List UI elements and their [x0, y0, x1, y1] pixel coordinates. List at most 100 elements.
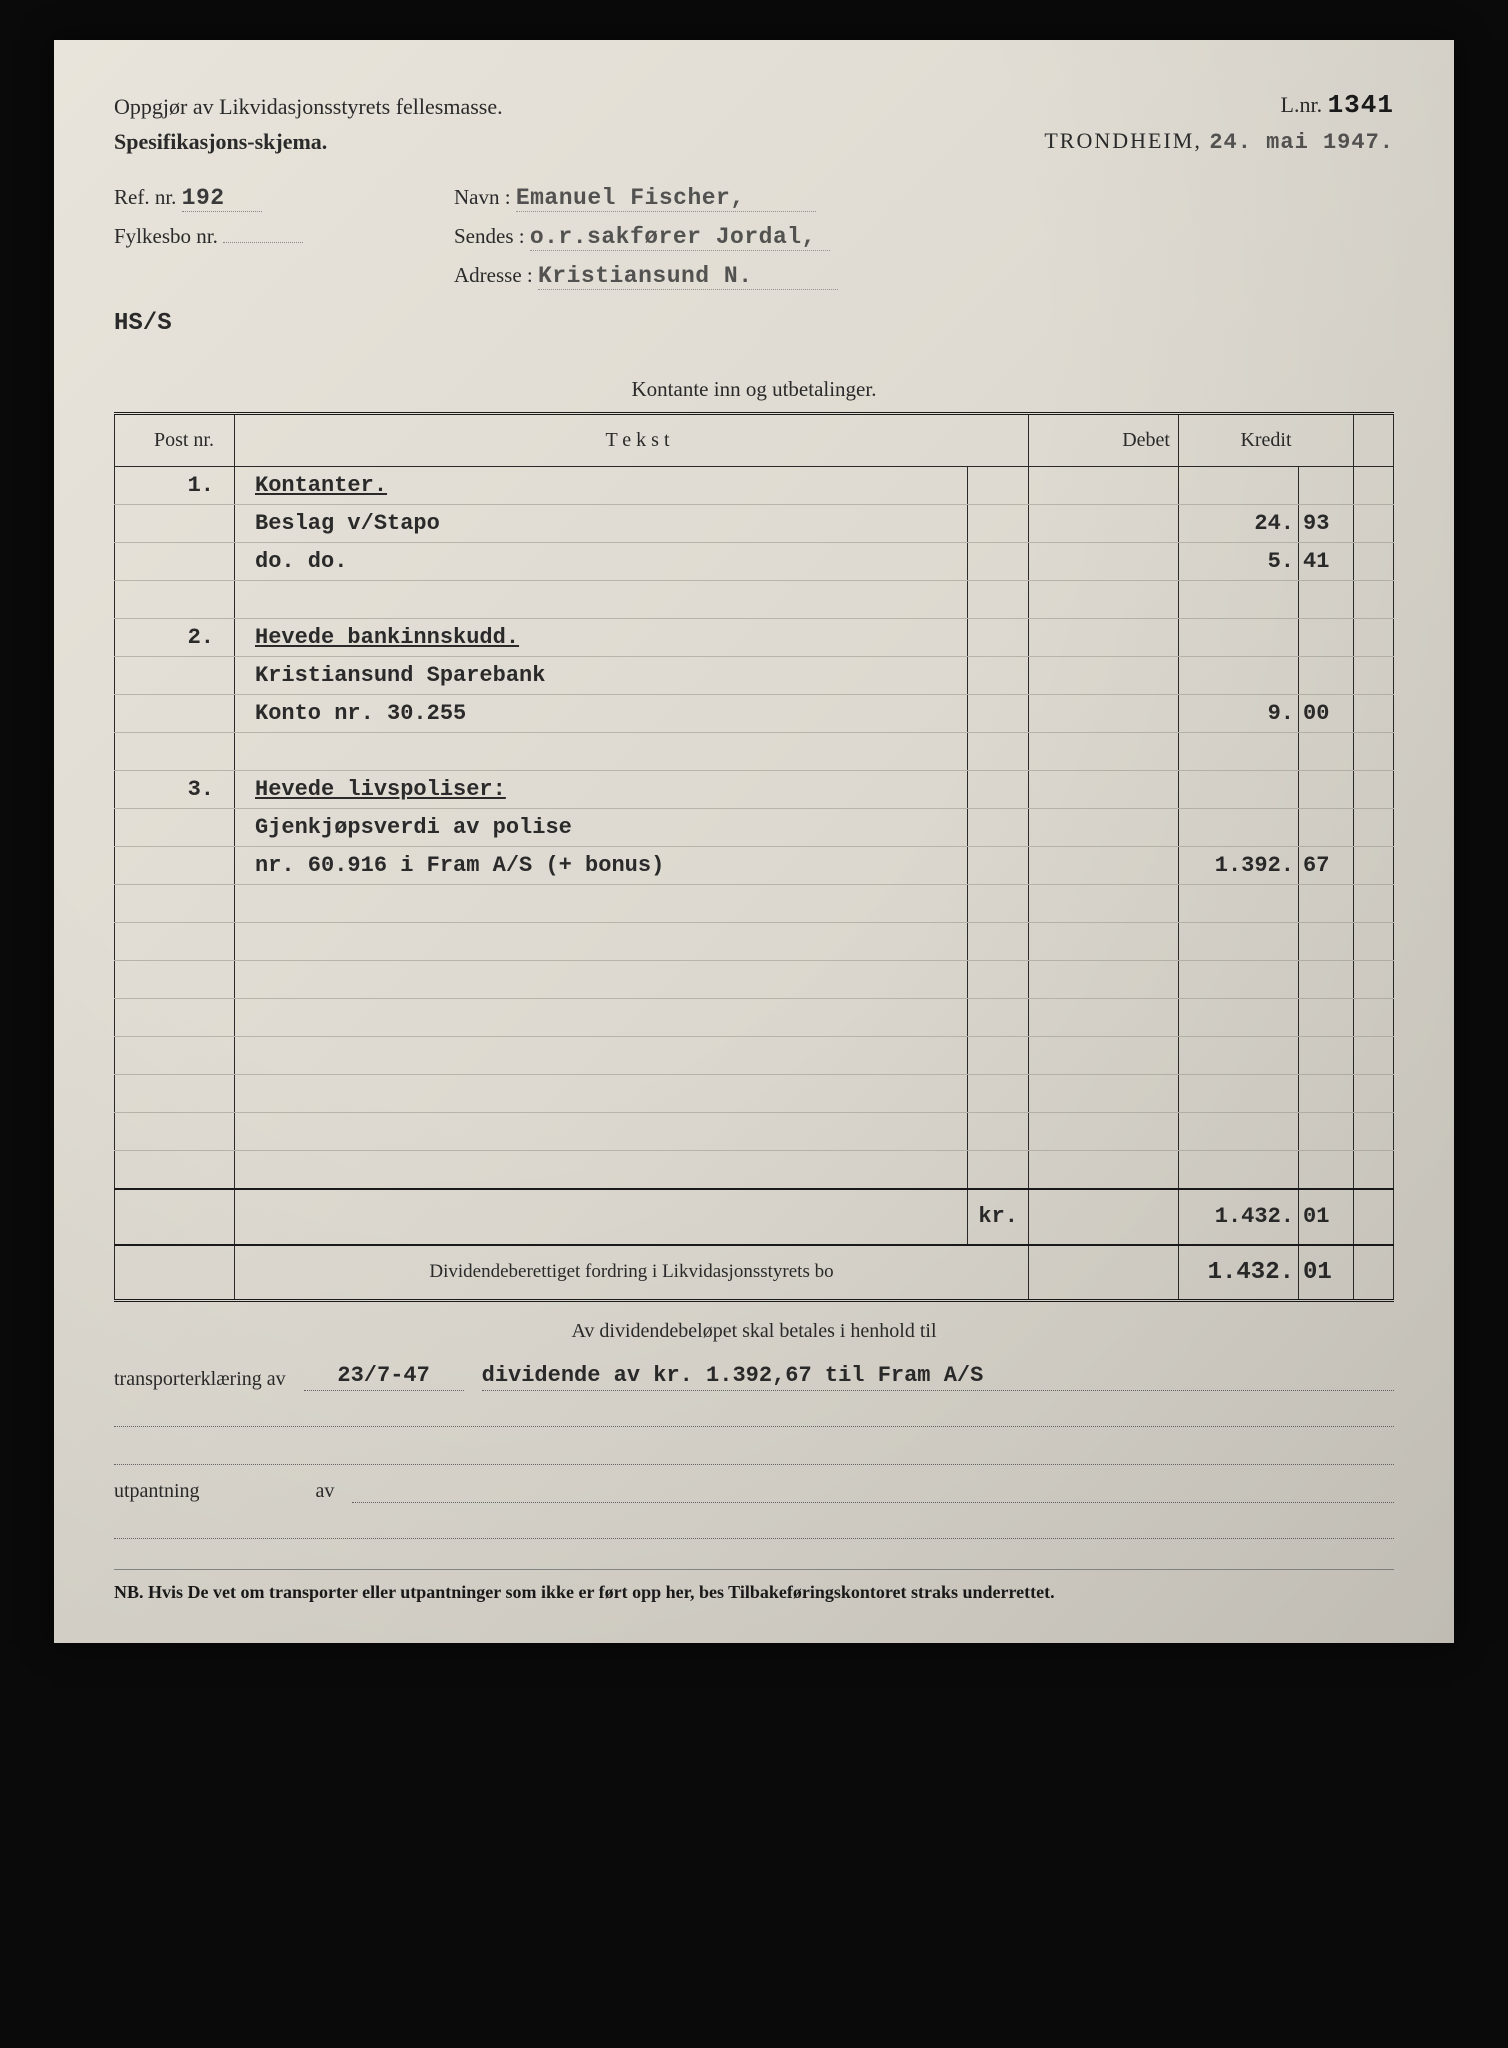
cell: Beslag v/Stapo [235, 505, 968, 543]
cell [1299, 619, 1354, 657]
cell [1179, 923, 1299, 961]
table-row [115, 1113, 1394, 1151]
cell [968, 961, 1029, 999]
cell [115, 885, 235, 923]
cell [1354, 695, 1394, 733]
cell [968, 581, 1029, 619]
navn-label: Navn : [454, 185, 511, 209]
navn-value: Emanuel Fischer, [516, 185, 816, 212]
table-row [115, 999, 1394, 1037]
cell [235, 1151, 968, 1189]
cell [968, 885, 1029, 923]
sum-dec: 01 [1299, 1189, 1354, 1245]
ledger-body: 1.Kontanter.Beslag v/Stapo24.93do. do.5.… [115, 467, 1394, 1189]
cell [1029, 999, 1179, 1037]
footer-center-text: Av dividendebeløpet skal betales i henho… [114, 1320, 1394, 1343]
cell [1029, 885, 1179, 923]
cell [1299, 809, 1354, 847]
section-title: Kontante inn og utbetalinger. [114, 367, 1394, 412]
dividend-label: Dividendeberettiget fordring i Likvidasj… [235, 1245, 1029, 1301]
fylkesbo-field: Fylkesbo nr. [114, 224, 434, 251]
table-header-row: Post nr. T e k s t Debet Kredit [115, 414, 1394, 467]
table-row [115, 1037, 1394, 1075]
cell [1179, 809, 1299, 847]
cell [1029, 695, 1179, 733]
table-row: nr. 60.916 i Fram A/S (+ bonus) 1.392.67 [115, 847, 1394, 885]
cell [235, 1075, 968, 1113]
cell: 9. [1179, 695, 1299, 733]
cell: Hevede bankinnskudd. [235, 619, 968, 657]
table-row: Kristiansund Sparebank [115, 657, 1394, 695]
cell [1354, 1113, 1394, 1151]
utpantning-fill [352, 1475, 1394, 1503]
cell [1299, 1037, 1354, 1075]
meta-grid: Ref. nr. 192 Navn : Emanuel Fischer, Fyl… [114, 185, 1394, 290]
location-date-value: 24. mai 1947. [1209, 130, 1394, 155]
th-post: Post nr. [115, 414, 235, 467]
cell [115, 847, 235, 885]
cell [115, 543, 235, 581]
cell [968, 543, 1029, 581]
cell [968, 1151, 1029, 1189]
sum-label: kr. [968, 1189, 1029, 1245]
cell [1179, 1075, 1299, 1113]
cell [1299, 961, 1354, 999]
cell [1354, 733, 1394, 771]
cell [1179, 961, 1299, 999]
cell [1029, 847, 1179, 885]
cell [115, 695, 235, 733]
clerk-initials: HS/S [114, 310, 1394, 337]
cell [1179, 1113, 1299, 1151]
th-tekst: T e k s t [235, 414, 1029, 467]
cell [1354, 657, 1394, 695]
fylkesbo-label: Fylkesbo nr. [114, 224, 218, 248]
transport-text: dividende av kr. 1.392,67 til Fram A/S [482, 1363, 1394, 1391]
cell [968, 467, 1029, 505]
cell [235, 961, 968, 999]
cell [968, 1037, 1029, 1075]
cell [1179, 999, 1299, 1037]
th-tail [1354, 414, 1394, 467]
page-title: Oppgjør av Likvidasjonsstyrets fellesmas… [114, 94, 503, 120]
cell: Hevede livspoliser: [235, 771, 968, 809]
cell [1179, 581, 1299, 619]
table-row: 1.Kontanter. [115, 467, 1394, 505]
cell [115, 1113, 235, 1151]
cell [115, 733, 235, 771]
cell [115, 809, 235, 847]
cell [1029, 505, 1179, 543]
cell [1299, 1113, 1354, 1151]
cell [115, 999, 235, 1037]
cell [235, 885, 968, 923]
cell [1179, 657, 1299, 695]
cell [1029, 581, 1179, 619]
transport-line: transporterklæring av 23/7-47 dividende … [114, 1363, 1394, 1391]
cell [115, 1037, 235, 1075]
ledger-table: Post nr. T e k s t Debet Kredit 1.Kontan… [114, 412, 1394, 1302]
cell [115, 1075, 235, 1113]
cell [1179, 619, 1299, 657]
cell [115, 1151, 235, 1189]
cell [1299, 885, 1354, 923]
table-row [115, 581, 1394, 619]
cell [1179, 885, 1299, 923]
cell [968, 733, 1029, 771]
cell [1299, 771, 1354, 809]
blank-line-1 [114, 1399, 1394, 1427]
cell [1354, 1075, 1394, 1113]
cell [235, 999, 968, 1037]
cell [1299, 1151, 1354, 1189]
cell: 3. [115, 771, 235, 809]
cell [1354, 1151, 1394, 1189]
cell [1354, 923, 1394, 961]
th-kredit: Kredit [1179, 414, 1354, 467]
cell: Konto nr. 30.255 [235, 695, 968, 733]
cell: 41 [1299, 543, 1354, 581]
cell: 67 [1299, 847, 1354, 885]
cell [1029, 733, 1179, 771]
cell [115, 581, 235, 619]
cell: nr. 60.916 i Fram A/S (+ bonus) [235, 847, 968, 885]
cell: 1.392. [1179, 847, 1299, 885]
cell: Gjenkjøpsverdi av polise [235, 809, 968, 847]
table-row [115, 961, 1394, 999]
